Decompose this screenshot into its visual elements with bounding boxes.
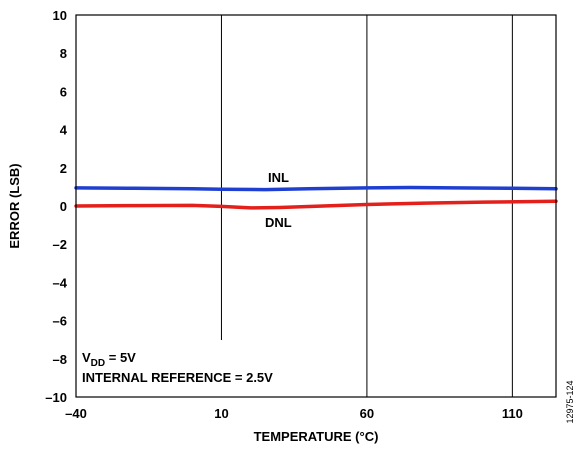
y-tick-label: 4	[60, 123, 68, 138]
x-tick-label: –40	[65, 406, 87, 421]
figure-id: 12975-124	[565, 380, 575, 423]
y-tick-label: 0	[60, 199, 67, 214]
x-tick-label: 10	[214, 406, 228, 421]
x-tick-label: 110	[502, 406, 523, 421]
y-tick-label: –6	[53, 314, 67, 329]
vdd-annotation: VDD = 5V	[82, 350, 136, 369]
y-tick-label: –10	[45, 390, 67, 405]
inl-series-label: INL	[268, 170, 289, 185]
y-tick-label: 8	[60, 46, 67, 61]
x-axis-label: TEMPERATURE (°C)	[254, 429, 379, 444]
series-line-dnl	[74, 199, 558, 210]
y-axis-label: ERROR (LSB)	[7, 163, 22, 248]
series-line-inl	[74, 185, 558, 192]
reference-annotation: INTERNAL REFERENCE = 2.5V	[82, 370, 273, 385]
y-tick-label: –2	[53, 237, 67, 252]
y-tick-label: –4	[53, 275, 68, 290]
x-tick-label: 60	[360, 406, 374, 421]
series-lines	[74, 185, 558, 210]
annotation-box	[76, 340, 326, 397]
dnl-series-label: DNL	[265, 215, 292, 230]
y-tick-label: –8	[53, 352, 67, 367]
y-tick-label: 10	[53, 8, 67, 23]
plot-frame	[75, 14, 557, 398]
y-tick-label: 6	[60, 84, 67, 99]
y-tick-label: 2	[60, 161, 67, 176]
tick-labels: –40 10 60 110 10 8 6 4 2 0 –2 –4 –6 –8 –10	[45, 8, 523, 421]
